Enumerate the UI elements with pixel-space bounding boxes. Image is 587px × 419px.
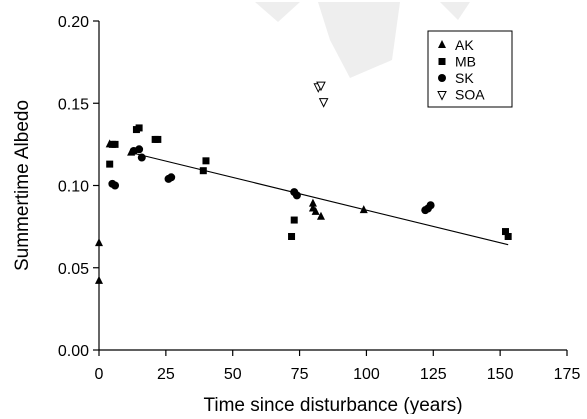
y-tick-label: 0.00 [58,343,89,360]
legend-marker-mb [438,58,446,65]
data-point-mb [135,124,143,132]
y-axis-label: Summertime Albedo [12,100,33,271]
x-tick-label: 75 [291,366,309,383]
axes: 0.00 0.05 0.10 0.15 0.20 0 25 50 75 100 125 150 175 [58,14,581,383]
x-tick-label: 125 [420,366,447,383]
x-tick-label: 175 [554,366,581,383]
data-point-sk [292,191,301,200]
x-tick-label: 100 [353,366,380,383]
legend-label: SOA [455,87,485,103]
data-point-sk [426,201,435,210]
data-point-mb [202,157,210,165]
watermark [255,2,470,78]
data-point-mb [290,216,298,224]
data-point-sk [167,173,176,182]
data-point-ak [308,198,317,207]
data-point-sk [137,153,146,162]
data-point-soa [318,98,329,108]
data-point-ak [311,206,320,215]
data-point-mb [504,232,512,240]
data-point-sk [111,181,120,190]
data-point-ak [359,205,368,214]
data-point-mb [154,135,162,143]
x-axis-label: Time since disturbance (years) [203,395,462,414]
y-tick-label: 0.05 [58,261,89,278]
data-point-mb [111,140,119,148]
data-point-soa [316,81,326,92]
trend-line [130,152,509,246]
data-point-mb [501,228,509,236]
data-point-mb [106,160,114,168]
legend-label: AK [455,37,474,53]
legend-marker-soa [437,91,447,101]
x-tick-label: 50 [224,366,242,383]
legend-label: MB [455,54,476,70]
y-tick-label: 0.15 [58,96,89,113]
x-tick-label: 0 [95,366,104,383]
y-tick-label: 0.20 [58,14,89,31]
legend-marker-ak [438,40,446,48]
legend-label: SK [455,70,474,86]
x-tick-label: 25 [157,366,175,383]
data-point-sk [135,145,144,154]
plot-area [95,81,512,284]
legend-marker-sk [438,74,446,82]
x-tick-label: 150 [487,366,514,383]
data-point-mb [288,232,296,240]
data-point-ak [316,211,325,220]
y-tick-label: 0.10 [58,179,89,196]
data-point-mb [199,167,207,175]
